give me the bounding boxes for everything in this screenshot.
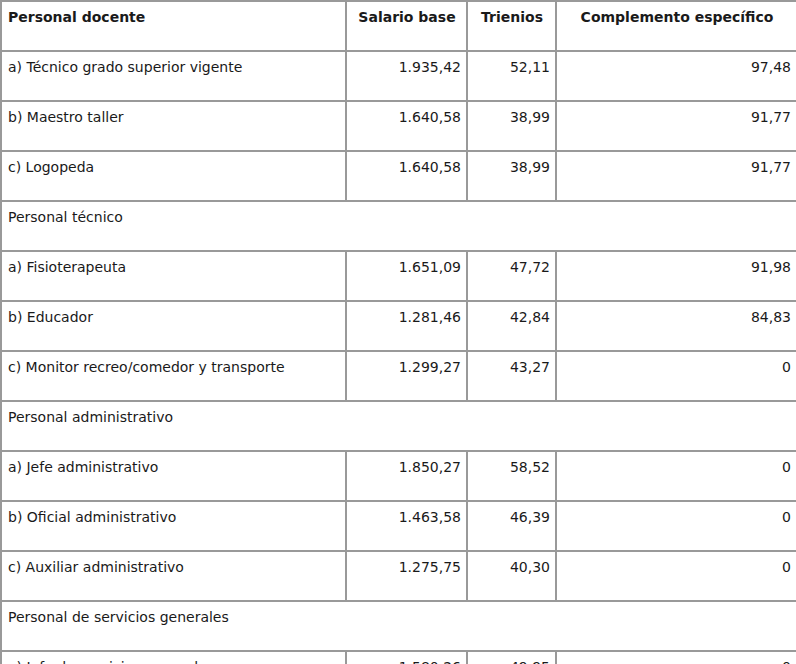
category-cell: b) Maestro taller xyxy=(1,101,346,151)
header-row: Personal docente Salario base Trienios C… xyxy=(1,1,796,51)
salario-base-cell: 1.580,26 xyxy=(346,651,467,664)
complemento-cell: 91,77 xyxy=(556,151,796,201)
complemento-cell: 0 xyxy=(556,351,796,401)
category-cell: c) Auxiliar administrativo xyxy=(1,551,346,601)
salario-base-cell: 1.463,58 xyxy=(346,501,467,551)
table-row: a) Técnico grado superior vigente1.935,4… xyxy=(1,51,796,101)
salario-base-cell: 1.275,75 xyxy=(346,551,467,601)
section-label: Personal de servicios generales xyxy=(1,601,796,651)
table-row: a) Jefe administrativo1.850,2758,520 xyxy=(1,451,796,501)
complemento-cell: 0 xyxy=(556,451,796,501)
category-cell: a) Técnico grado superior vigente xyxy=(1,51,346,101)
salario-base-cell: 1.281,46 xyxy=(346,301,467,351)
complemento-cell: 0 xyxy=(556,651,796,664)
trienios-cell: 49,95 xyxy=(467,651,556,664)
table-row: c) Auxiliar administrativo1.275,7540,300 xyxy=(1,551,796,601)
trienios-cell: 43,27 xyxy=(467,351,556,401)
section-label: Personal técnico xyxy=(1,201,796,251)
section-row: Personal técnico xyxy=(1,201,796,251)
trienios-cell: 38,99 xyxy=(467,151,556,201)
trienios-cell: 52,11 xyxy=(467,51,556,101)
section-row: Personal de servicios generales xyxy=(1,601,796,651)
section-row: Personal administrativo xyxy=(1,401,796,451)
salary-table: Personal docente Salario base Trienios C… xyxy=(0,0,796,664)
column-header-personal-docente: Personal docente xyxy=(1,1,346,51)
category-cell: b) Oficial administrativo xyxy=(1,501,346,551)
category-cell: b) Educador xyxy=(1,301,346,351)
category-cell: c) Logopeda xyxy=(1,151,346,201)
trienios-cell: 47,72 xyxy=(467,251,556,301)
category-cell: c) Monitor recreo/comedor y transporte xyxy=(1,351,346,401)
category-cell: a) Jefe de servicios generales xyxy=(1,651,346,664)
salario-base-cell: 1.935,42 xyxy=(346,51,467,101)
trienios-cell: 58,52 xyxy=(467,451,556,501)
column-header-trienios: Trienios xyxy=(467,1,556,51)
table-header: Personal docente Salario base Trienios C… xyxy=(1,1,796,51)
complemento-cell: 91,77 xyxy=(556,101,796,151)
section-label: Personal administrativo xyxy=(1,401,796,451)
trienios-cell: 38,99 xyxy=(467,101,556,151)
category-cell: a) Jefe administrativo xyxy=(1,451,346,501)
salario-base-cell: 1.651,09 xyxy=(346,251,467,301)
table-row: c) Logopeda1.640,5838,9991,77 xyxy=(1,151,796,201)
table-row: a) Fisioterapeuta1.651,0947,7291,98 xyxy=(1,251,796,301)
table-row: b) Oficial administrativo1.463,5846,390 xyxy=(1,501,796,551)
complemento-cell: 0 xyxy=(556,501,796,551)
salario-base-cell: 1.850,27 xyxy=(346,451,467,501)
table-body: a) Técnico grado superior vigente1.935,4… xyxy=(1,51,796,664)
column-header-salario-base: Salario base xyxy=(346,1,467,51)
complemento-cell: 84,83 xyxy=(556,301,796,351)
table-row: b) Educador1.281,4642,8484,83 xyxy=(1,301,796,351)
trienios-cell: 40,30 xyxy=(467,551,556,601)
trienios-cell: 46,39 xyxy=(467,501,556,551)
salario-base-cell: 1.640,58 xyxy=(346,101,467,151)
complemento-cell: 91,98 xyxy=(556,251,796,301)
table-row: a) Jefe de servicios generales1.580,2649… xyxy=(1,651,796,664)
complemento-cell: 0 xyxy=(556,551,796,601)
table-row: c) Monitor recreo/comedor y transporte1.… xyxy=(1,351,796,401)
complemento-cell: 97,48 xyxy=(556,51,796,101)
salario-base-cell: 1.640,58 xyxy=(346,151,467,201)
salario-base-cell: 1.299,27 xyxy=(346,351,467,401)
category-cell: a) Fisioterapeuta xyxy=(1,251,346,301)
trienios-cell: 42,84 xyxy=(467,301,556,351)
column-header-complemento-especifico: Complemento específico xyxy=(556,1,796,51)
table-row: b) Maestro taller1.640,5838,9991,77 xyxy=(1,101,796,151)
